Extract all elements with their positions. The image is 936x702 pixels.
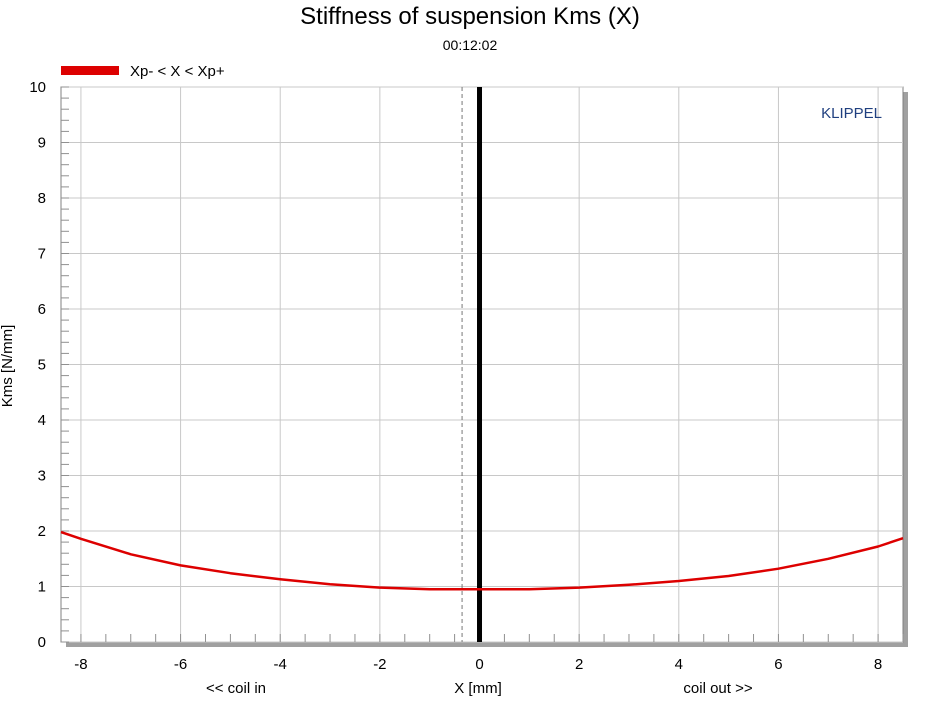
x-axis-label: X [mm] [454, 680, 502, 697]
x-tick-label: 4 [675, 656, 683, 673]
x-tick-labels: -8 -6 -4 -2 0 2 4 6 8 [74, 656, 882, 673]
y-tick-label: 2 [38, 523, 46, 540]
y-tick-labels: 0 1 2 3 4 5 6 7 8 9 10 [29, 79, 46, 651]
legend-label: Xp- < X < Xp+ [130, 63, 225, 80]
x-tick-label: 0 [475, 656, 483, 673]
y-tick-label: 8 [38, 190, 46, 207]
chart-subtitle: 00:12:02 [443, 37, 498, 53]
y-tick-label: 4 [38, 412, 46, 429]
markers [461, 87, 483, 642]
x-tick-label: -8 [74, 656, 87, 673]
y-tick-label: 5 [38, 357, 46, 374]
y-tick-label: 10 [29, 79, 46, 96]
brand-label: KLIPPEL [821, 105, 882, 122]
y-tick-label: 6 [38, 301, 46, 318]
x-tick-label: -4 [274, 656, 287, 673]
minor-ticks [61, 86, 904, 643]
series-line [60, 530, 904, 591]
x-tick-label: -2 [373, 656, 386, 673]
y-tick-label: 3 [38, 468, 46, 485]
y-tick-label: 1 [38, 579, 46, 596]
x-tick-label: 2 [575, 656, 583, 673]
series-layer [60, 530, 904, 591]
y-axis-label: Kms [N/mm] [0, 325, 16, 408]
legend-swatch [61, 66, 119, 75]
legend: Xp- < X < Xp+ [61, 63, 225, 80]
y-tick-label: 7 [38, 246, 46, 263]
y-tick-label: 0 [38, 634, 46, 651]
x-tick-label: 8 [874, 656, 882, 673]
x-tick-label: 6 [774, 656, 782, 673]
x-axis-label-left: << coil in [206, 680, 266, 697]
x-tick-label: -6 [174, 656, 187, 673]
chart-title: Stiffness of suspension Kms (X) [300, 3, 640, 30]
x-axis-label-right: coil out >> [683, 680, 752, 697]
y-tick-label: 9 [38, 135, 46, 152]
